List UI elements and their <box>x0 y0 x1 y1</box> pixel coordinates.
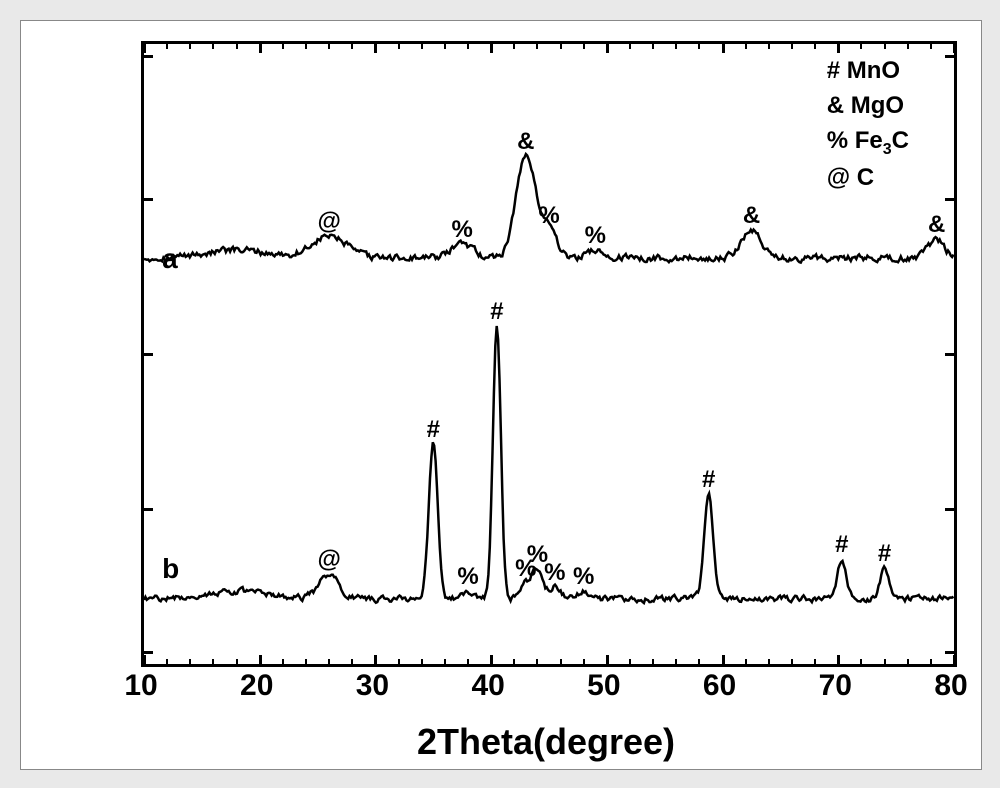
peak-label: @ <box>317 546 340 574</box>
trace-label-a: a <box>162 243 178 275</box>
peak-label: @ <box>317 208 340 236</box>
legend-row: & MgO <box>827 89 909 124</box>
peak-label: % <box>457 563 478 591</box>
peak-label: % <box>573 563 594 591</box>
x-tick-label: 60 <box>703 669 736 703</box>
legend-row: % Fe3C <box>827 124 909 161</box>
figure-frame: Intensity (a.u.) 2Theta(degree) # MnO& M… <box>20 20 982 770</box>
x-tick-label: 30 <box>356 669 389 703</box>
x-tick-label: 70 <box>819 669 852 703</box>
x-tick-label: 40 <box>471 669 504 703</box>
peak-label: % <box>538 202 559 230</box>
plot-area: # MnO& MgO% Fe3C@ C a@%&%%&&b@#%#%%%%### <box>141 41 957 667</box>
peak-label: & <box>928 211 945 239</box>
x-tick-label: 10 <box>124 669 157 703</box>
peak-label: # <box>427 416 440 444</box>
page: Intensity (a.u.) 2Theta(degree) # MnO& M… <box>0 0 1000 788</box>
x-tick-label: 20 <box>240 669 273 703</box>
peak-label: & <box>743 202 760 230</box>
peak-label: # <box>490 298 503 326</box>
peak-label: & <box>517 128 534 156</box>
legend-row: @ C <box>827 161 909 196</box>
legend-row: # MnO <box>827 54 909 89</box>
peak-label: # <box>702 466 715 494</box>
trace-label-b: b <box>162 553 179 585</box>
peak-label: # <box>835 531 848 559</box>
peak-label: % <box>452 216 473 244</box>
x-tick-labels: 1020304050607080 <box>141 669 951 709</box>
legend: # MnO& MgO% Fe3C@ C <box>827 54 909 195</box>
x-axis-label: 2Theta(degree) <box>417 721 675 763</box>
x-tick-label: 80 <box>934 669 967 703</box>
peak-label: % <box>544 559 565 587</box>
peak-label: % <box>585 222 606 250</box>
x-tick-label: 50 <box>587 669 620 703</box>
peak-label: # <box>878 540 891 568</box>
